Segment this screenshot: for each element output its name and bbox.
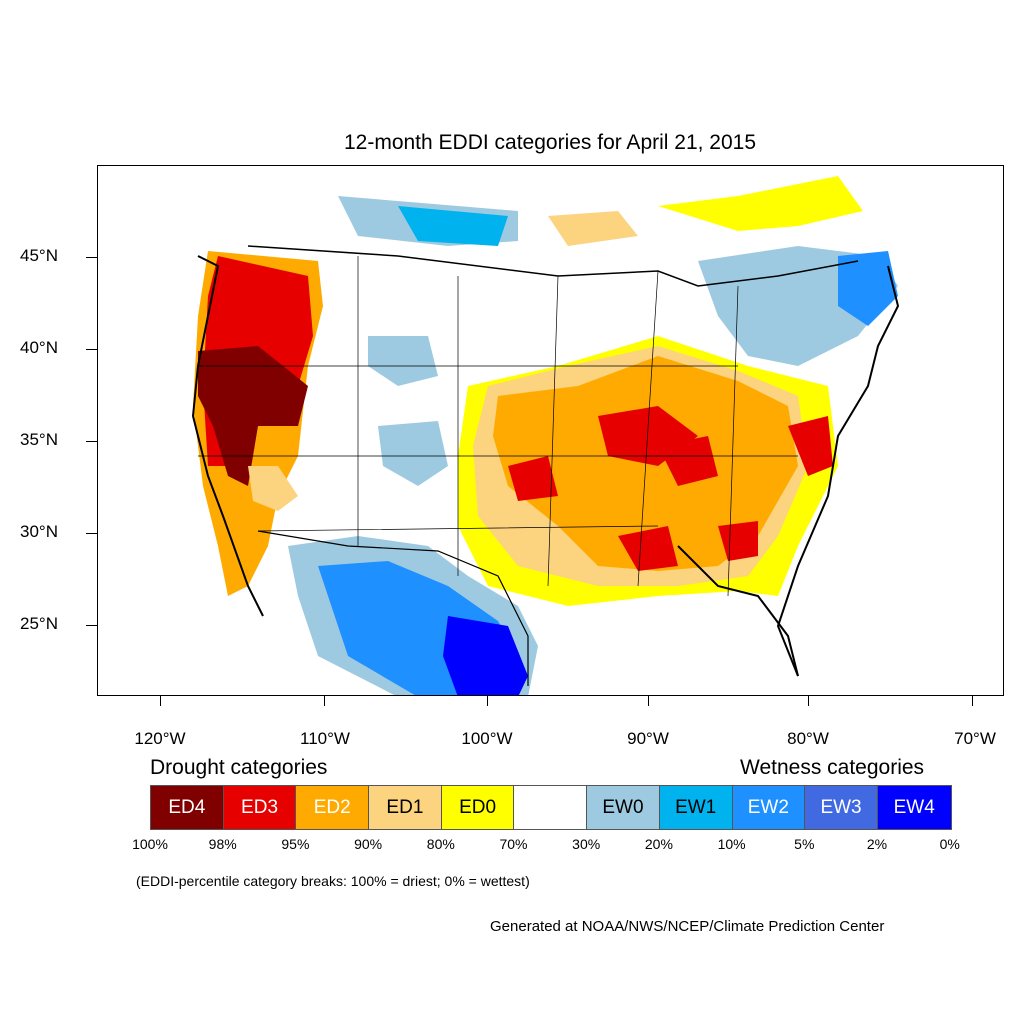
percentile-label: 20%: [644, 836, 673, 852]
percentile-label: 5%: [794, 836, 815, 852]
y-tick-mark: [86, 625, 97, 626]
x-tick-mark: [648, 696, 649, 706]
boundaries: [191, 245, 900, 686]
y-tick-label: 40°N: [20, 338, 58, 357]
percentile-label: 2%: [866, 836, 888, 852]
x-tick-label: 120°W: [134, 729, 186, 748]
y-tick-label: 45°N: [20, 246, 58, 265]
y-tick-mark: [86, 533, 97, 534]
map-title: 12-month EDDI categories for April 21, 2…: [343, 131, 757, 154]
y-tick-mark: [86, 349, 97, 350]
legend-swatch: [514, 786, 588, 829]
map-panel: [97, 165, 1004, 696]
legend-swatch: EW2: [732, 786, 806, 829]
y-tick-label: 25°N: [20, 614, 58, 633]
south-wetness: [288, 336, 538, 695]
y-tick-mark: [86, 441, 97, 442]
x-tick-label: 90°W: [627, 729, 669, 748]
percentile-label: 95%: [281, 836, 310, 852]
drought-legend-title: Drought categories: [150, 756, 328, 779]
central-drought: [458, 336, 838, 606]
west-drought: [193, 251, 323, 596]
x-tick-mark: [160, 696, 161, 706]
eddi-map: [191, 171, 900, 695]
legend-swatch: ED0: [441, 786, 515, 829]
percentile-label: 90%: [354, 836, 383, 852]
legend-swatch: EW4: [877, 786, 951, 829]
legend-note: (EDDI-percentile category breaks: 100% =…: [136, 873, 530, 889]
legend-swatch: ED1: [369, 786, 442, 829]
x-tick-mark: [972, 696, 973, 706]
northeast-wetness: [698, 246, 898, 366]
y-tick-label: 35°N: [20, 430, 58, 449]
percentile-label: 10%: [717, 836, 746, 852]
legend-colorbar: ED4 ED3 ED2 ED1 ED0 EW0 EW1 EW2 EW3 EW4: [150, 785, 952, 830]
legend-swatch: EW1: [659, 786, 733, 829]
x-tick-label: 80°W: [787, 729, 829, 748]
percentile-label: 98%: [208, 836, 237, 852]
percentile-label: 70%: [499, 836, 528, 852]
wetness-legend-title: Wetness categories: [740, 756, 925, 779]
percentile-label: 30%: [572, 836, 601, 852]
percentile-label: 100%: [132, 836, 168, 852]
y-tick-label: 30°N: [20, 522, 58, 541]
x-tick-label: 110°W: [300, 729, 350, 748]
x-tick-mark: [324, 696, 325, 706]
y-tick-mark: [86, 257, 97, 258]
legend-swatch: EW3: [805, 786, 878, 829]
legend-swatch: ED3: [223, 786, 297, 829]
percentile-label: 80%: [426, 836, 455, 852]
x-tick-label: 70°W: [954, 729, 996, 748]
x-tick-mark: [808, 696, 809, 706]
legend-swatch: ED2: [296, 786, 370, 829]
canada-strip: [248, 171, 868, 261]
percentile-label: 0%: [939, 836, 960, 852]
legend-swatch: EW0: [587, 786, 660, 829]
x-tick-label: 100°W: [461, 729, 513, 748]
x-tick-mark: [487, 696, 488, 706]
credit-text: Generated at NOAA/NWS/NCEP/Climate Predi…: [490, 918, 885, 935]
legend-swatch: ED4: [151, 786, 224, 829]
